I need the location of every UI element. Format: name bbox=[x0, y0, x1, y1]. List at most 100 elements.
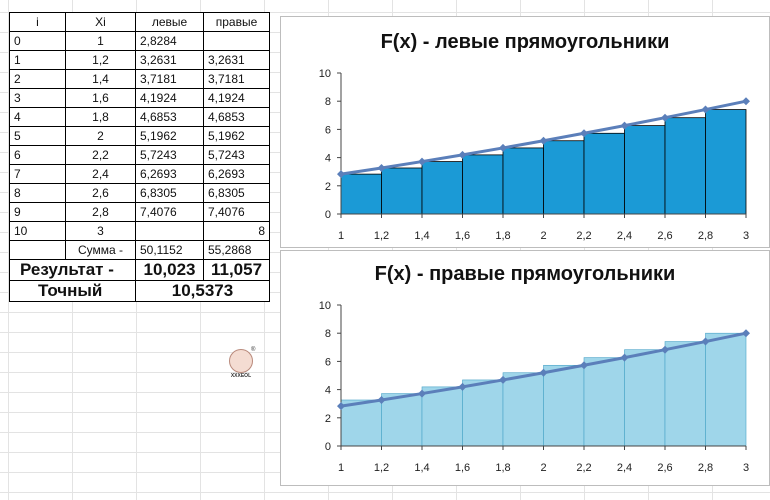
table-cell[interactable]: 2,4 bbox=[65, 164, 136, 184]
x-tick-label: 3 bbox=[743, 230, 749, 242]
sum-right-value[interactable]: 55,2868 bbox=[203, 240, 270, 260]
data-point bbox=[701, 105, 710, 114]
chart-title-right: F(x) - правые прямоугольники bbox=[374, 263, 676, 285]
x-tick-label: 2 bbox=[540, 230, 546, 242]
table-cell[interactable]: 6,8305 bbox=[135, 183, 204, 203]
table-cell[interactable]: 1,8 bbox=[65, 107, 136, 127]
result-left-value[interactable]: 10,023 bbox=[135, 259, 204, 281]
table-row: 6 2,2 5,7243 5,7243 bbox=[9, 145, 270, 165]
y-tick-label: 2 bbox=[325, 413, 331, 425]
table-cell[interactable]: 4,6853 bbox=[203, 107, 270, 127]
table-cell[interactable] bbox=[203, 31, 270, 51]
table-cell[interactable]: 2,8284 bbox=[135, 31, 204, 51]
sum-left-value[interactable]: 50,1152 bbox=[135, 240, 204, 260]
exact-value[interactable]: 10,5373 bbox=[135, 280, 270, 302]
table-cell[interactable]: 7 bbox=[9, 164, 66, 184]
data-point bbox=[499, 143, 507, 152]
x-tick-label: 1,8 bbox=[495, 462, 510, 474]
table-row: 7 2,4 6,2693 6,2693 bbox=[9, 164, 270, 184]
data-point bbox=[418, 157, 426, 166]
bar bbox=[502, 147, 544, 215]
table-cell[interactable]: 7,4076 bbox=[135, 202, 204, 222]
header-cell[interactable]: левые bbox=[135, 12, 204, 32]
table-cell[interactable]: 7,4076 bbox=[203, 202, 270, 222]
bar bbox=[340, 173, 382, 215]
data-point bbox=[620, 353, 629, 362]
table-cell[interactable]: 2 bbox=[65, 126, 136, 146]
table-cell[interactable]: 0 bbox=[9, 31, 66, 51]
x-tick-label: 1,2 bbox=[374, 230, 389, 242]
table-cell[interactable]: 2,6 bbox=[65, 183, 136, 203]
table-cell[interactable]: 5,1962 bbox=[135, 126, 204, 146]
table-cell[interactable]: 1,4 bbox=[65, 69, 136, 89]
table-cell[interactable]: 1 bbox=[65, 31, 136, 51]
sum-empty-cell[interactable] bbox=[9, 240, 66, 260]
exact-label[interactable]: Точный bbox=[9, 280, 136, 302]
table-cell[interactable]: 1,6 bbox=[65, 88, 136, 108]
table-cell[interactable]: 10 bbox=[9, 221, 66, 241]
data-point bbox=[539, 368, 548, 377]
table-cell[interactable]: 3,7181 bbox=[203, 69, 270, 89]
data-point bbox=[539, 136, 548, 145]
bar bbox=[462, 379, 504, 447]
x-tick-label: 1,2 bbox=[374, 462, 389, 474]
x-tick-label: 2,4 bbox=[617, 462, 632, 474]
x-tick-label: 2,2 bbox=[576, 230, 591, 242]
table-cell[interactable]: 5 bbox=[9, 126, 66, 146]
table-cell[interactable]: 6 bbox=[9, 145, 66, 165]
header-cell[interactable]: правые bbox=[203, 12, 270, 32]
table-cell[interactable]: 6,8305 bbox=[203, 183, 270, 203]
x-tick-label: 3 bbox=[743, 462, 749, 474]
table-row: 4 1,8 4,6853 4,6853 bbox=[9, 107, 270, 127]
table-cell[interactable]: 4,1924 bbox=[203, 88, 270, 108]
result-right-value[interactable]: 11,057 bbox=[203, 259, 270, 281]
bar bbox=[340, 399, 382, 447]
bar bbox=[583, 357, 625, 447]
table-cell[interactable]: 2 bbox=[9, 69, 66, 89]
table-cell[interactable]: 4 bbox=[9, 107, 66, 127]
table-cell[interactable]: 3,2631 bbox=[203, 50, 270, 70]
left-rectangles-chart[interactable]: F(x) - левые прямоугольники 0 2 4 6 8 10 1 1,2 1… bbox=[280, 16, 770, 248]
table-cell[interactable]: 3,2631 bbox=[135, 50, 204, 70]
bar bbox=[583, 132, 625, 215]
table-cell[interactable]: 6,2693 bbox=[203, 164, 270, 184]
data-point bbox=[337, 402, 345, 411]
result-label[interactable]: Результат - bbox=[9, 259, 136, 281]
header-cell[interactable]: i bbox=[9, 12, 66, 32]
chart-title-left: F(x) - левые прямоугольники bbox=[380, 31, 670, 53]
data-point bbox=[377, 163, 386, 172]
table-cell[interactable]: 2,8 bbox=[65, 202, 136, 222]
x-tick-label: 2,8 bbox=[698, 230, 713, 242]
table-cell[interactable]: 3 bbox=[65, 221, 136, 241]
table-cell[interactable]: 5,7243 bbox=[203, 145, 270, 165]
table-cell[interactable]: 4,1924 bbox=[135, 88, 204, 108]
logo-text: XXXEOL bbox=[230, 373, 252, 379]
table-cell[interactable]: 8 bbox=[9, 183, 66, 203]
table-header-row: i Xi левые правые bbox=[9, 12, 270, 32]
table-cell[interactable]: 9 bbox=[9, 202, 66, 222]
table-cell[interactable]: 3,7181 bbox=[135, 69, 204, 89]
table-cell[interactable]: 3 bbox=[9, 88, 66, 108]
bar bbox=[462, 154, 504, 215]
table-cell[interactable]: 6,2693 bbox=[135, 164, 204, 184]
right-rectangles-chart[interactable]: F(x) - правые прямоугольники 0 2 4 6 8 10 1 1,2… bbox=[280, 250, 770, 486]
sum-row: Сумма -50,1152 55,2868 bbox=[9, 240, 270, 260]
x-tick-label: 2,2 bbox=[576, 462, 591, 474]
bar bbox=[421, 386, 463, 447]
bar bbox=[664, 117, 706, 215]
table-cell[interactable] bbox=[135, 221, 204, 241]
xxxeol-logo: ® XXXEOL bbox=[226, 347, 256, 385]
data-point bbox=[499, 375, 507, 384]
table-cell[interactable]: 1 bbox=[9, 50, 66, 70]
y-tick-label: 8 bbox=[325, 96, 331, 108]
table-cell[interactable]: 8 bbox=[203, 221, 270, 241]
sum-label[interactable]: Сумма - bbox=[65, 240, 136, 260]
table-cell[interactable]: 5,7243 bbox=[135, 145, 204, 165]
table-cell[interactable]: 1,2 bbox=[65, 50, 136, 70]
header-cell[interactable]: Xi bbox=[65, 12, 136, 32]
table-cell[interactable]: 2,2 bbox=[65, 145, 136, 165]
x-tick-label: 1 bbox=[338, 230, 344, 242]
data-point bbox=[661, 113, 669, 122]
table-cell[interactable]: 5,1962 bbox=[203, 126, 270, 146]
table-cell[interactable]: 4,6853 bbox=[135, 107, 204, 127]
